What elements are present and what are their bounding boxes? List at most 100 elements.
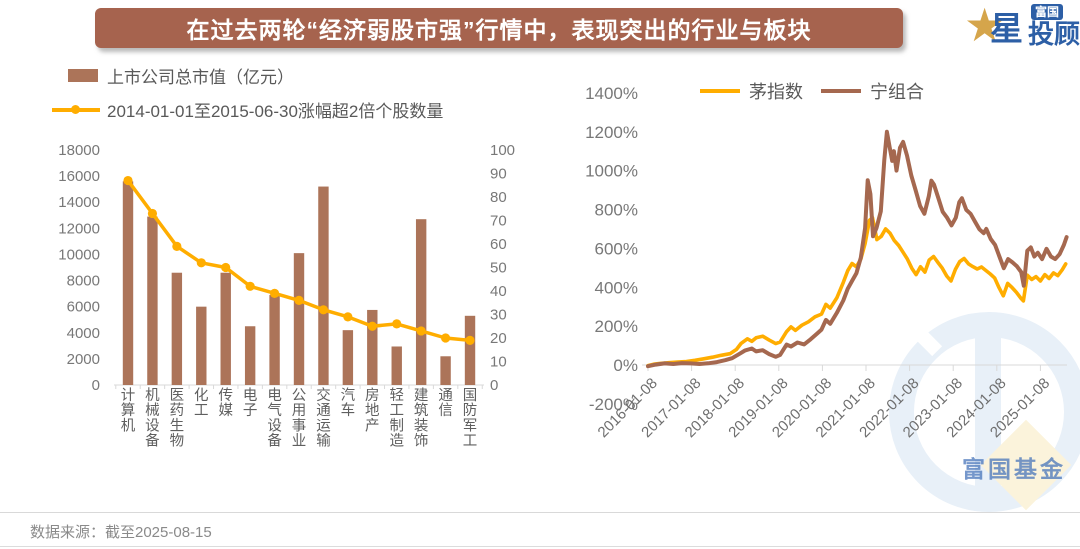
trend-line-chart: 1400%1200%1000%800%600%400%200%0%-200%20… <box>585 84 1069 441</box>
right-axis-tick: 50 <box>490 260 507 277</box>
legend-label: 2014-01-01至2015-06-30涨幅超2倍个股数量 <box>107 102 444 121</box>
title-bar: 在过去两轮“经济弱股市强”行情中，表现突出的行业与板块 <box>95 8 903 48</box>
left-axis-tick: 0 <box>92 377 100 394</box>
category-label: 装 <box>414 417 429 434</box>
bar <box>440 356 451 385</box>
brand-logo: ★ 星 富国 投顾 <box>958 0 1080 62</box>
line-marker <box>343 312 353 322</box>
category-label: 工 <box>194 403 209 419</box>
bar <box>318 186 329 385</box>
category-label: 防 <box>463 402 478 419</box>
category-label: 建 <box>414 387 429 404</box>
category-label: 通 <box>438 387 453 404</box>
line-marker <box>440 333 451 343</box>
line-marker <box>245 281 255 291</box>
bar <box>147 216 158 385</box>
category-label: 生 <box>170 417 185 434</box>
right-axis-tick: 90 <box>490 166 507 183</box>
bar <box>269 294 280 385</box>
y-axis-tick: 1400% <box>585 84 638 103</box>
line-marker <box>123 175 133 186</box>
legend-item-market-cap: 上市公司总市值（亿元） <box>68 63 443 88</box>
bar <box>367 309 378 385</box>
left-axis-tick: 16000 <box>58 168 100 185</box>
bar-swatch-icon <box>68 69 98 82</box>
category-label: 业 <box>292 433 307 450</box>
category-label: 药 <box>170 402 185 419</box>
category-label: 军 <box>463 418 478 434</box>
legend-label: 上市公司总市值（亿元） <box>107 68 294 87</box>
y-axis-tick: 400% <box>595 278 638 297</box>
category-label: 设 <box>267 417 282 434</box>
category-label: 工 <box>463 434 478 450</box>
category-label: 信 <box>438 402 453 419</box>
data-source-note: 数据来源：截至2025-08-15 <box>30 524 212 541</box>
legend-item-stock-count: 2014-01-01至2015-06-30涨幅超2倍个股数量 <box>52 97 444 122</box>
line-marker <box>172 241 182 251</box>
category-label: 传 <box>218 387 233 404</box>
category-label: 通 <box>316 402 331 419</box>
category-label: 机 <box>121 417 136 434</box>
legend-label: 茅指数 <box>749 82 803 102</box>
legend-item-mao-index: 茅指数 <box>700 78 803 104</box>
industry-chart-legend: 上市公司总市值（亿元） 2014-01-01至2015-06-30涨幅超2倍个股… <box>52 63 444 131</box>
line-swatch-icon <box>52 103 100 116</box>
category-label: 房 <box>365 387 380 404</box>
left-axis-tick: 8000 <box>67 273 100 290</box>
watermark-text: 富国基金 <box>962 456 1066 482</box>
trend-chart-legend: 茅指数 宁组合 <box>700 78 924 104</box>
left-axis-tick: 14000 <box>58 194 100 211</box>
category-label: 汽 <box>341 387 356 404</box>
category-label: 国 <box>463 388 478 404</box>
category-label: 设 <box>145 417 160 434</box>
logo-tougu-text: 投顾 <box>1028 19 1080 49</box>
bar <box>171 272 183 385</box>
left-axis-tick: 10000 <box>58 246 100 263</box>
bar <box>122 181 134 385</box>
category-label: 饰 <box>414 433 429 450</box>
category-label: 电 <box>267 387 282 404</box>
category-label: 电 <box>243 387 258 404</box>
category-label: 输 <box>316 433 331 450</box>
category-label: 备 <box>267 433 282 450</box>
category-label: 算 <box>121 402 136 419</box>
line-marker <box>392 319 402 329</box>
bottom-border <box>0 546 1080 547</box>
right-axis-tick: 100 <box>490 142 515 159</box>
line-marker <box>147 208 158 219</box>
right-axis-tick: 40 <box>490 283 507 300</box>
mao-line-swatch-icon <box>700 89 740 93</box>
category-label: 工 <box>389 403 404 419</box>
logo-badge: 富国 <box>1031 4 1064 20</box>
line-marker <box>416 326 426 336</box>
legend-item-ning-portfolio: 宁组合 <box>821 78 924 104</box>
right-axis-tick: 70 <box>490 213 507 230</box>
line-marker <box>294 295 304 305</box>
category-label: 械 <box>145 402 160 419</box>
category-label: 事 <box>292 417 307 434</box>
line-marker <box>221 262 231 273</box>
category-label: 机 <box>145 387 160 404</box>
category-label: 用 <box>292 403 307 419</box>
line-marker <box>318 305 329 315</box>
legend-label: 宁组合 <box>870 82 924 102</box>
line-marker <box>367 321 377 331</box>
category-label: 运 <box>316 417 331 434</box>
category-label: 子 <box>243 402 258 419</box>
right-axis-tick: 20 <box>490 330 507 347</box>
category-label: 媒 <box>218 402 233 419</box>
category-label: 气 <box>267 402 282 419</box>
right-axis-tick: 60 <box>490 236 507 253</box>
right-axis-tick: 30 <box>490 307 507 324</box>
right-axis-tick: 80 <box>490 189 507 206</box>
ning-line-swatch-icon <box>821 89 861 93</box>
y-axis-tick: -200% <box>589 395 638 414</box>
bar <box>464 315 476 385</box>
category-label: 产 <box>365 417 380 434</box>
category-label: 制 <box>389 417 404 434</box>
bar <box>220 272 231 385</box>
right-axis-tick: 0 <box>490 377 498 394</box>
y-axis-tick: 0% <box>613 356 638 375</box>
